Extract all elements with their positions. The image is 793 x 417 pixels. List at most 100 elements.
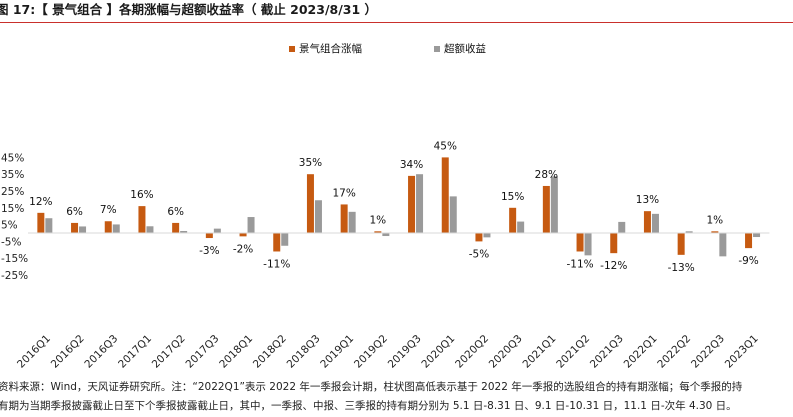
bar-gain-2016Q3 (104, 221, 112, 233)
bar-excess-2018Q1 (247, 217, 255, 233)
x-tick-label-2022Q3: 2022Q3 (689, 333, 727, 371)
y-tick-label: 25% (1, 186, 24, 198)
bar-gain-2022Q3 (711, 231, 719, 233)
x-tick-label-2023Q1: 2023Q1 (723, 333, 761, 371)
bars-group (37, 157, 761, 257)
bar-gain-2018Q1 (239, 233, 247, 237)
data-label-2021Q2: -11% (566, 258, 593, 270)
data-label-2020Q2: -5% (469, 248, 489, 260)
bar-excess-2020Q1 (449, 196, 457, 233)
bar-gain-2016Q2 (71, 222, 79, 233)
data-label-2023Q1: -9% (738, 255, 758, 267)
data-labels: 12% 6% 7% 16% 6% -3% -2% -11% 35% 17% 1% 34% 45% -5% 1… (29, 140, 759, 273)
bar-excess-2017Q3 (213, 228, 221, 233)
x-tick-label-2022Q1: 2022Q1 (622, 333, 660, 371)
bar-gain-2022Q1 (643, 211, 651, 233)
data-label-2017Q1: 16% (130, 189, 153, 201)
legend-swatch-2 (434, 46, 440, 52)
y-axis: 45% 35% 25% 15% 5% -5% -15% -25% (1, 152, 28, 282)
bar-gain-2019Q1 (340, 204, 348, 233)
bar-excess-2019Q1 (348, 211, 356, 233)
bar-gain-2017Q2 (172, 222, 180, 233)
y-tick-label: -5% (1, 236, 21, 248)
figure-title: 图 17:【 景气组合 】各期涨幅与超额收益率（ 截止 2023/8/31 ） (0, 0, 793, 23)
x-tick-label-2021Q1: 2021Q1 (521, 333, 559, 371)
bar-gain-2017Q1 (138, 206, 146, 233)
bar-gain-2023Q1 (745, 233, 753, 249)
y-tick-label: 35% (1, 169, 24, 181)
chart-legend: 景气组合涨幅 超额收益 (289, 42, 486, 55)
footnote-line-1: 资料来源：Wind，天风证券研究所。注：“2022Q1”表示 2022 年一季报… (0, 381, 743, 393)
x-tick-label-2022Q2: 2022Q2 (655, 333, 693, 371)
data-label-2021Q3: -12% (600, 260, 627, 272)
bar-excess-2017Q2 (180, 230, 188, 233)
x-tick-label-2017Q2: 2017Q2 (150, 333, 188, 371)
x-tick-label-2018Q2: 2018Q2 (251, 333, 289, 371)
bar-excess-2020Q2 (483, 233, 491, 238)
data-label-2019Q2: 1% (370, 214, 387, 226)
data-label-2019Q3: 34% (400, 159, 423, 171)
bar-gain-2018Q2 (273, 233, 281, 252)
x-axis: 2016Q12016Q22016Q32017Q12017Q22017Q32018… (15, 232, 770, 371)
x-tick-label-2021Q3: 2021Q3 (588, 333, 626, 371)
bar-excess-2018Q3 (314, 200, 322, 233)
bar-gain-2018Q3 (306, 174, 314, 233)
data-label-2017Q3: -3% (199, 245, 219, 257)
bar-excess-2018Q2 (281, 233, 289, 246)
bar-gain-2021Q3 (610, 233, 618, 254)
x-tick-label-2020Q2: 2020Q2 (453, 333, 491, 371)
data-label-2017Q2: 6% (167, 206, 184, 218)
data-label-2022Q1: 13% (636, 194, 659, 206)
footnote-line-2: 有期为当期季报披露截止日至下个季报披露截止日，其中，一季报、中报、三季报的持有期… (0, 400, 737, 412)
bar-chart: 景气组合涨幅 超额收益 45% 35% 25% 15% 5% -5% -15% -25% 12%… (1, 42, 770, 371)
data-label-2018Q3: 35% (299, 157, 322, 169)
bar-excess-2021Q3 (618, 221, 626, 233)
bar-gain-2017Q3 (205, 233, 213, 239)
x-tick-label-2019Q3: 2019Q3 (386, 333, 424, 371)
data-label-2022Q3: 1% (707, 214, 724, 226)
bar-excess-2019Q3 (416, 174, 424, 233)
bar-excess-2016Q1 (45, 218, 53, 233)
bar-gain-2020Q2 (475, 233, 483, 242)
y-tick-label: 5% (1, 220, 18, 232)
bar-gain-2019Q2 (374, 231, 382, 233)
x-tick-label-2018Q3: 2018Q3 (285, 333, 323, 371)
data-label-2020Q3: 15% (501, 191, 524, 203)
footnote: 资料来源：Wind，天风证券研究所。注：“2022Q1”表示 2022 年一季报… (0, 378, 793, 416)
bar-gain-2020Q1 (441, 157, 449, 233)
x-tick-label-2020Q1: 2020Q1 (419, 333, 457, 371)
bar-excess-2022Q3 (719, 233, 727, 257)
legend-swatch-1 (289, 46, 295, 52)
y-tick-label: -25% (1, 270, 28, 282)
bar-gain-2021Q2 (576, 233, 584, 252)
legend-label-1: 景气组合涨幅 (299, 42, 362, 55)
y-tick-label: 45% (1, 152, 24, 164)
bar-excess-2021Q2 (584, 233, 592, 256)
bar-gain-2021Q1 (542, 185, 550, 233)
x-tick-label-2017Q3: 2017Q3 (184, 333, 222, 371)
bar-gain-2016Q1 (37, 212, 45, 233)
bar-gain-2022Q2 (677, 233, 685, 255)
data-label-2020Q1: 45% (434, 140, 457, 152)
data-label-2021Q1: 28% (535, 169, 558, 181)
x-tick-label-2017Q1: 2017Q1 (116, 333, 154, 371)
data-label-2016Q1: 12% (29, 196, 52, 208)
x-tick-label-2018Q1: 2018Q1 (217, 333, 255, 371)
bar-gain-2020Q3 (509, 207, 517, 233)
bar-excess-2021Q1 (550, 176, 558, 233)
data-label-2022Q2: -13% (668, 262, 695, 274)
x-tick-label-2016Q1: 2016Q1 (15, 333, 53, 371)
legend-label-2: 超额收益 (444, 42, 486, 55)
data-label-2018Q2: -11% (263, 258, 290, 270)
bar-excess-2019Q2 (382, 233, 390, 237)
bar-excess-2016Q2 (79, 226, 87, 233)
data-label-2016Q3: 7% (100, 204, 117, 216)
x-tick-label-2019Q2: 2019Q2 (352, 333, 390, 371)
data-label-2019Q1: 17% (332, 187, 355, 199)
x-tick-label-2016Q2: 2016Q2 (49, 333, 87, 371)
y-tick-label: 15% (1, 203, 24, 215)
bar-excess-2022Q2 (685, 231, 693, 233)
x-tick-label-2016Q3: 2016Q3 (82, 333, 120, 371)
x-tick-label-2020Q3: 2020Q3 (487, 333, 525, 371)
bar-excess-2023Q1 (753, 233, 761, 238)
